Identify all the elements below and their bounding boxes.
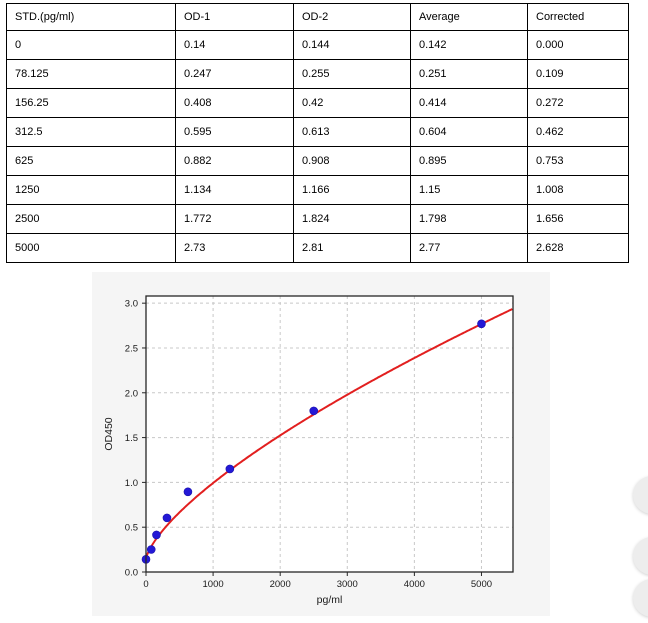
column-header-3: Average <box>410 3 528 31</box>
table-row: 156.25 0.408 0.42 0.414 0.272 <box>6 88 629 118</box>
table-cell: 1.772 <box>175 204 294 234</box>
table-row: 0 0.14 0.144 0.142 0.000 <box>6 30 629 60</box>
table-cell: 1.824 <box>293 204 411 234</box>
table-header-row: STD.(pg/ml) OD-1 OD-2 Average Corrected <box>6 3 629 31</box>
table-cell: 0.144 <box>293 30 411 60</box>
table-cell: 0.753 <box>527 146 629 176</box>
table-row: 1250 1.134 1.166 1.15 1.008 <box>6 175 629 205</box>
table-cell: 1.134 <box>175 175 294 205</box>
column-header-0: STD.(pg/ml) <box>6 3 176 31</box>
table-cell: 1.656 <box>527 204 629 234</box>
y-tick-label: 1.5 <box>125 433 138 444</box>
table-cell: 78.125 <box>6 59 176 89</box>
table-row: 2500 1.772 1.824 1.798 1.656 <box>6 204 629 234</box>
table-cell: 0.247 <box>175 59 294 89</box>
table-cell: 0.142 <box>410 30 528 60</box>
column-header-2: OD-2 <box>293 3 411 31</box>
table-cell: 0.14 <box>175 30 294 60</box>
table-cell: 1.166 <box>293 175 411 205</box>
x-axis-label: pg/ml <box>317 594 343 606</box>
table-cell: 1.798 <box>410 204 528 234</box>
data-point <box>225 464 235 474</box>
table-cell: 0.255 <box>293 59 411 89</box>
data-point <box>146 545 156 554</box>
y-tick-label: 0.0 <box>125 568 138 579</box>
table-row: 625 0.882 0.908 0.895 0.753 <box>6 146 629 176</box>
table-cell: 0.595 <box>175 117 294 147</box>
table-cell: 0.882 <box>175 146 294 176</box>
plot-border <box>145 295 514 573</box>
x-tick-label: 1000 <box>203 579 224 590</box>
table-cell: 0.000 <box>527 30 629 60</box>
table-cell: 0.408 <box>175 88 294 118</box>
data-point <box>309 406 319 416</box>
x-tick-label: 4000 <box>404 579 425 590</box>
y-tick-label: 2.0 <box>125 388 138 399</box>
table-cell: 0.414 <box>410 88 528 118</box>
table-cell: 0 <box>6 30 176 60</box>
table-cell: 156.25 <box>6 88 176 118</box>
table-cell: 0.908 <box>293 146 411 176</box>
table-cell: 2500 <box>6 204 176 234</box>
y-tick-label: 2.5 <box>125 343 138 354</box>
x-tick-label: 5000 <box>471 579 492 590</box>
table-cell: 2.81 <box>293 233 411 263</box>
data-point <box>477 319 486 329</box>
standard-curve-figure: 0 1000 2000 3000 4000 5000 0.0 0.5 1.0 1.5 2.0 2.5 3… <box>92 272 550 616</box>
fit-curve <box>145 308 513 560</box>
x-tick-label: 3000 <box>337 579 358 590</box>
table-cell: 2.73 <box>175 233 294 263</box>
table-cell: 0.272 <box>527 88 629 118</box>
table-cell: 0.895 <box>410 146 528 176</box>
table-row: 5000 2.73 2.81 2.77 2.628 <box>6 233 629 263</box>
data-point <box>183 487 193 497</box>
table-cell: 312.5 <box>6 117 176 147</box>
x-tick-label: 0 <box>143 579 148 590</box>
table-body: 0 0.14 0.144 0.142 0.000 78.125 0.247 0.255 0.25… <box>6 30 629 263</box>
table-cell: 1250 <box>6 175 176 205</box>
table-row: 78.125 0.247 0.255 0.251 0.109 <box>6 59 629 89</box>
floating-circle-button-3[interactable] <box>633 579 648 617</box>
y-tick-label: 0.5 <box>125 523 138 534</box>
data-point <box>162 513 172 523</box>
table-cell: 2.77 <box>410 233 528 263</box>
table-cell: 0.109 <box>527 59 629 89</box>
table-cell: 0.462 <box>527 117 629 147</box>
floating-circle-button-1[interactable] <box>633 476 648 514</box>
floating-circle-button-2[interactable] <box>633 537 648 575</box>
table-cell: 5000 <box>6 233 176 263</box>
y-tick-label: 1.0 <box>125 478 138 489</box>
data-point <box>152 530 161 540</box>
table-row: 312.5 0.595 0.613 0.604 0.462 <box>6 117 629 147</box>
table-cell: 1.15 <box>410 175 528 205</box>
y-axis-label: OD450 <box>103 417 115 450</box>
table-cell: 1.008 <box>527 175 629 205</box>
standard-curve-chart: 0 1000 2000 3000 4000 5000 0.0 0.5 1.0 1.5 2.0 2.5 3… <box>103 295 514 606</box>
y-tick-label: 3.0 <box>125 299 138 310</box>
table-cell: 625 <box>6 146 176 176</box>
table-cell: 2.628 <box>527 233 629 263</box>
table-cell: 0.613 <box>293 117 411 147</box>
table-cell: 0.251 <box>410 59 528 89</box>
plot-area <box>146 296 513 572</box>
table-cell: 0.604 <box>410 117 528 147</box>
standards-table: STD.(pg/ml) OD-1 OD-2 Average Corrected 0 0.1… <box>6 3 629 263</box>
column-header-4: Corrected <box>527 3 629 31</box>
column-header-1: OD-1 <box>175 3 294 31</box>
table-cell: 0.42 <box>293 88 411 118</box>
x-tick-label: 2000 <box>270 579 291 590</box>
